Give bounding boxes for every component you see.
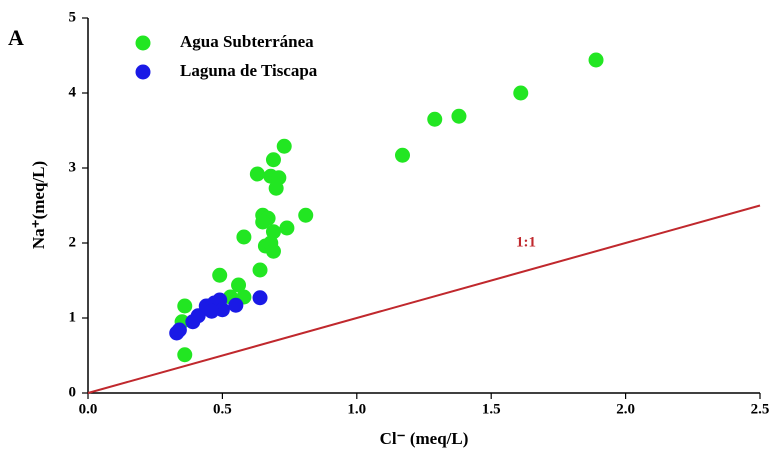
y-tick-label: 3 — [69, 159, 77, 175]
y-tick-label: 2 — [69, 234, 77, 250]
scatter-point — [451, 108, 467, 124]
legend-label: Agua Subterránea — [180, 32, 314, 51]
x-tick-label: 0.5 — [213, 401, 232, 417]
reference-line-label: 1:1 — [516, 234, 536, 250]
x-tick-label: 2.5 — [751, 401, 770, 417]
scatter-point — [298, 207, 314, 223]
x-tick-label: 2.0 — [616, 401, 635, 417]
scatter-point — [204, 303, 220, 319]
scatter-point — [171, 322, 187, 338]
y-tick-label: 5 — [69, 9, 77, 25]
scatter-point — [513, 85, 529, 101]
x-tick-label: 0.0 — [79, 401, 98, 417]
x-tick-label: 1.5 — [482, 401, 501, 417]
y-axis-label: Na⁺(meq/L) — [29, 161, 48, 249]
scatter-point — [276, 138, 292, 154]
scatter-point — [177, 298, 193, 314]
legend-label: Laguna de Tiscapa — [180, 61, 318, 80]
scatter-point — [228, 297, 244, 313]
y-tick-label: 1 — [69, 309, 77, 325]
scatter-point — [265, 243, 281, 259]
scatter-point — [177, 347, 193, 363]
y-tick-label: 0 — [69, 384, 77, 400]
scatter-point — [236, 229, 252, 245]
panel-label: A — [8, 25, 24, 50]
scatter-point — [212, 267, 228, 283]
scatter-point — [252, 262, 268, 278]
scatter-point — [427, 111, 443, 127]
scatter-point — [231, 277, 247, 293]
scatter-point — [265, 152, 281, 168]
y-tick-label: 4 — [69, 84, 77, 100]
scatter-point — [279, 220, 295, 236]
reference-line — [87, 204, 761, 394]
scatter-point — [265, 224, 281, 240]
legend-marker — [135, 35, 151, 51]
x-tick-label: 1.0 — [347, 401, 366, 417]
scatter-point — [255, 214, 271, 230]
scatter-point — [252, 290, 268, 306]
scatter-point — [268, 180, 284, 196]
legend-marker — [135, 64, 151, 80]
x-axis-label: Cl⁻ (meq/L) — [380, 429, 469, 448]
scatter-point — [249, 166, 265, 182]
scatter-point — [394, 147, 410, 163]
scatter-point — [588, 52, 604, 68]
